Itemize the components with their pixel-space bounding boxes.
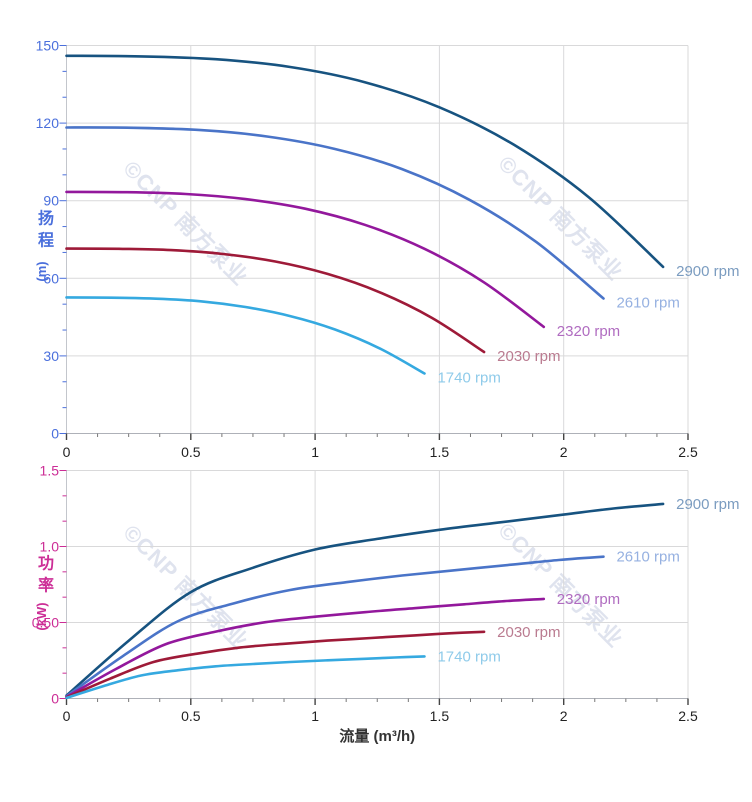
x-tick-label: 2.5	[678, 708, 698, 724]
y-axis-title-power-vs-flow: 率	[38, 576, 54, 595]
y-axis-title-head-vs-flow: 扬	[38, 209, 54, 228]
curve-label-2900rpm-head-vs-flow: 2900 rpm	[676, 263, 739, 280]
curve-label-2030rpm-head-vs-flow: 2030 rpm	[497, 348, 560, 365]
x-tick-label: 0	[63, 444, 71, 460]
curve-label-1740rpm-power-vs-flow: 1740 rpm	[437, 648, 500, 665]
x-tick-label: 0.5	[181, 444, 201, 460]
curve-2320rpm-head-vs-flow	[65, 190, 546, 329]
watermark: ©CNP 南方泵业	[118, 156, 253, 291]
x-tick-label: 0.5	[181, 708, 201, 724]
y-axis-title-power-vs-flow: 功	[38, 555, 54, 573]
y-tick-label: 90	[43, 193, 59, 209]
y-tick-label: 0.50	[32, 615, 59, 631]
curve-2320rpm-power-vs-flow	[65, 597, 546, 699]
y-tick-label: 120	[36, 115, 60, 131]
y-tick-label: 1.5	[40, 463, 60, 479]
y-tick-label: 150	[36, 38, 60, 54]
y-tick-label: 0	[51, 426, 59, 442]
watermark: ©CNP 南方泵业	[493, 151, 628, 286]
y-tick-label: 1.0	[40, 539, 60, 555]
y-axis-title-head-vs-flow: 程	[38, 232, 54, 250]
curve-1740rpm-power-vs-flow	[65, 655, 426, 700]
y-tick-label: 0	[51, 691, 59, 707]
curve-label-2030rpm-power-vs-flow: 2030 rpm	[497, 624, 560, 641]
y-tick-label: 30	[43, 348, 59, 364]
curve-2030rpm-power-vs-flow	[65, 630, 486, 699]
watermark: ©CNP 南方泵业	[118, 520, 253, 655]
x-tick-label: 2.5	[678, 444, 698, 460]
y-tick-label: 60	[43, 270, 59, 286]
curve-label-2900rpm-power-vs-flow: 2900 rpm	[676, 496, 739, 513]
x-tick-label: 1	[311, 444, 319, 460]
curve-label-2610rpm-power-vs-flow: 2610 rpm	[616, 549, 679, 566]
curve-label-1740rpm-head-vs-flow: 1740 rpm	[437, 369, 500, 386]
x-tick-label: 1	[311, 708, 319, 724]
x-tick-label: 2	[560, 444, 568, 460]
y-axis-title-unit-power-vs-flow: (kW)	[34, 602, 49, 630]
curve-label-2320rpm-power-vs-flow: 2320 rpm	[557, 591, 620, 608]
curve-label-2610rpm-head-vs-flow: 2610 rpm	[616, 294, 679, 311]
curve-label-2320rpm-head-vs-flow: 2320 rpm	[557, 323, 620, 340]
x-tick-label: 1.5	[430, 444, 450, 460]
y-axis-title-unit-head-vs-flow: (m)	[34, 261, 49, 281]
curve-2610rpm-power-vs-flow	[65, 555, 605, 698]
x-tick-label: 0	[63, 708, 71, 724]
x-tick-label: 2	[560, 708, 568, 724]
curve-2900rpm-power-vs-flow	[65, 502, 665, 697]
curve-2610rpm-head-vs-flow	[65, 126, 605, 300]
curve-2030rpm-head-vs-flow	[65, 247, 486, 354]
curve-2900rpm-head-vs-flow	[65, 54, 665, 269]
x-tick-label: 1.5	[430, 708, 450, 724]
curve-1740rpm-head-vs-flow	[65, 296, 426, 375]
x-axis-title-flow: 流量 (m³/h)	[339, 727, 415, 745]
